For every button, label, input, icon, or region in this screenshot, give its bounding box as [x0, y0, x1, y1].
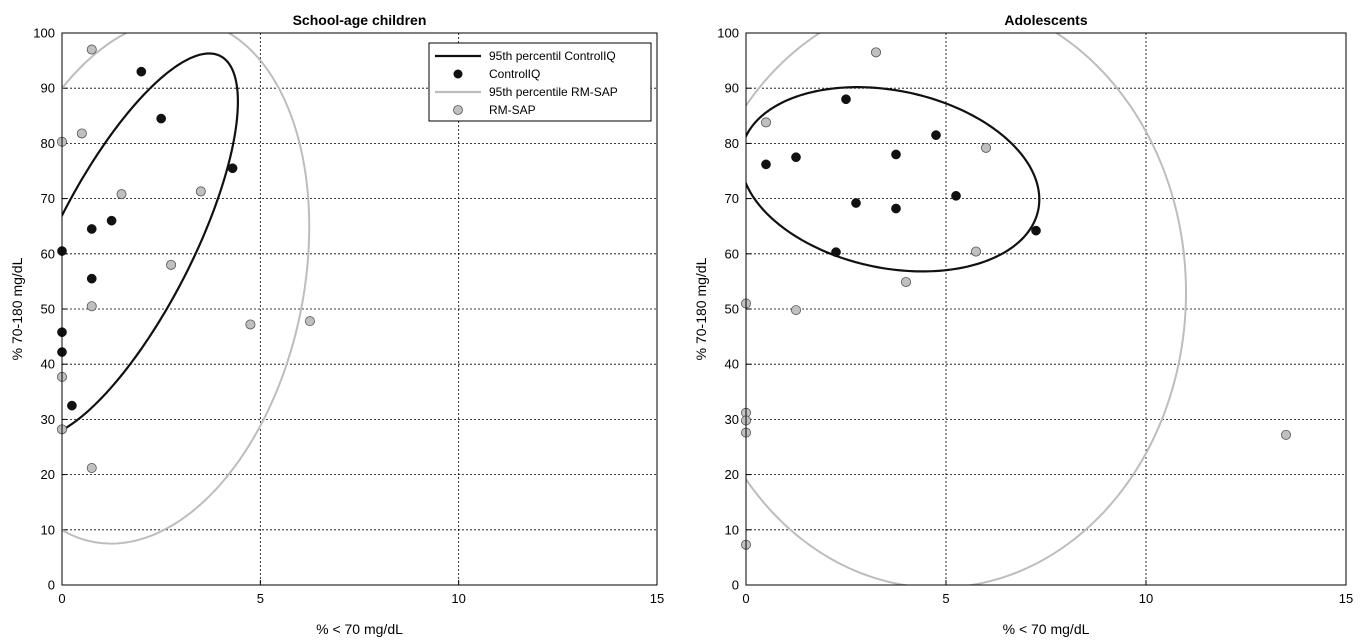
controliq-95-ellipse	[746, 86, 1041, 273]
x-tick-label: 10	[451, 591, 465, 606]
controliq-95-ellipse	[62, 52, 239, 432]
y-tick-label: 20	[725, 467, 739, 482]
controliq-point	[831, 247, 841, 257]
rmsap-point	[195, 186, 206, 197]
controliq-point	[227, 163, 238, 174]
rmsap-point	[304, 316, 315, 327]
rmsap-point	[971, 246, 982, 257]
controliq-point	[791, 152, 801, 163]
rmsap-point	[116, 189, 127, 200]
y-axis-label: % 70-180 mg/dL	[9, 257, 25, 360]
controliq-point	[951, 190, 961, 201]
rmsap-95-ellipse	[62, 33, 311, 545]
rmsap-point	[761, 117, 772, 128]
controliq-point	[1031, 225, 1041, 236]
x-tick-label: 15	[1339, 591, 1353, 606]
controliq-point	[891, 149, 901, 160]
y-tick-label: 50	[725, 302, 739, 317]
rmsap-point	[86, 462, 97, 473]
x-tick-label: 0	[742, 591, 749, 606]
y-tick-label: 100	[33, 26, 55, 41]
y-tick-label: 50	[41, 302, 55, 317]
controliq-point	[67, 400, 77, 411]
y-tick-label: 20	[41, 467, 55, 482]
rmsap-point	[981, 142, 992, 153]
y-tick-label: 60	[725, 246, 739, 261]
legend-label-controliq-ellipse: 95th percentil ControlIQ	[489, 49, 616, 63]
y-tick-label: 30	[725, 412, 739, 427]
rmsap-point	[1281, 429, 1292, 440]
y-tick-label: 60	[41, 246, 55, 261]
y-tick-label: 10	[41, 522, 55, 537]
x-axis-label: % < 70 mg/dL	[316, 621, 403, 637]
chart-panel-adolescents: 0 5 10 15 0 10 20 30 40 50 60 70 80 90 100 Adolescents…	[693, 12, 1353, 637]
legend-swatch-rmsap-points	[453, 105, 463, 115]
x-axis-label: % < 70 mg/dL	[1003, 621, 1090, 637]
points-layer	[741, 47, 1292, 550]
rmsap-point	[166, 259, 177, 270]
x-tick-label: 5	[257, 591, 264, 606]
y-tick-label: 40	[41, 357, 55, 372]
tick-labels: 0 5 10 15 0 10 20 30 40 50 60 70 80 90 100	[717, 26, 1353, 607]
x-tick-label: 0	[58, 591, 65, 606]
y-tick-label: 10	[725, 522, 739, 537]
chart-panel-school-age: 0 5 10 15 0 10 20 30 40 50 60 70 80 90 100 School-age …	[9, 12, 664, 637]
y-tick-label: 90	[725, 81, 739, 96]
x-tick-label: 15	[650, 591, 664, 606]
controliq-point	[841, 94, 851, 105]
rmsap-point	[791, 305, 802, 316]
rmsap-point	[86, 301, 97, 312]
chart-title: Adolescents	[1004, 12, 1087, 28]
y-tick-label: 80	[725, 136, 739, 151]
controliq-point	[761, 159, 771, 170]
rmsap-95-ellipse	[746, 33, 1188, 585]
controliq-point	[891, 203, 901, 214]
legend-swatch-controliq-points	[453, 69, 463, 79]
y-tick-label: 0	[48, 578, 55, 593]
controliq-point	[86, 224, 97, 234]
y-axis-label: % 70-180 mg/dL	[693, 257, 709, 360]
controliq-point	[156, 113, 167, 124]
tick-labels: 0 5 10 15 0 10 20 30 40 50 60 70 80 90 100	[33, 26, 664, 607]
y-tick-label: 70	[41, 191, 55, 206]
x-tick-label: 10	[1139, 591, 1153, 606]
rmsap-point	[86, 44, 97, 55]
plot-frame	[745, 32, 1347, 586]
rmsap-point	[76, 128, 87, 139]
y-tick-label: 90	[41, 81, 55, 96]
rmsap-point	[871, 47, 882, 58]
legend-label-rmsap-ellipse: 95th percentile RM-SAP	[489, 85, 618, 99]
rmsap-point	[245, 319, 256, 330]
y-tick-label: 70	[725, 191, 739, 206]
y-tick-label: 40	[725, 357, 739, 372]
controliq-point	[851, 198, 861, 208]
rmsap-point	[901, 276, 912, 287]
controliq-point	[931, 130, 941, 140]
y-tick-label: 30	[41, 412, 55, 427]
gridlines	[745, 32, 1347, 586]
legend-label-rmsap-points: RM-SAP	[489, 103, 536, 117]
controliq-point	[136, 66, 147, 77]
y-tick-label: 100	[717, 26, 739, 41]
x-tick-label: 5	[942, 591, 949, 606]
ellipse-layer	[746, 33, 1188, 585]
plot-frame	[61, 32, 658, 586]
y-tick-label: 0	[732, 578, 739, 593]
legend-label-controliq-points: ControlIQ	[489, 67, 540, 81]
controliq-point	[106, 215, 117, 226]
y-tick-label: 80	[41, 136, 55, 151]
legend: 95th percentil ControlIQ ControlIQ 95th …	[428, 42, 652, 122]
ellipse-layer	[62, 33, 311, 545]
controliq-point	[86, 273, 97, 284]
chart-title: School-age children	[293, 12, 427, 28]
